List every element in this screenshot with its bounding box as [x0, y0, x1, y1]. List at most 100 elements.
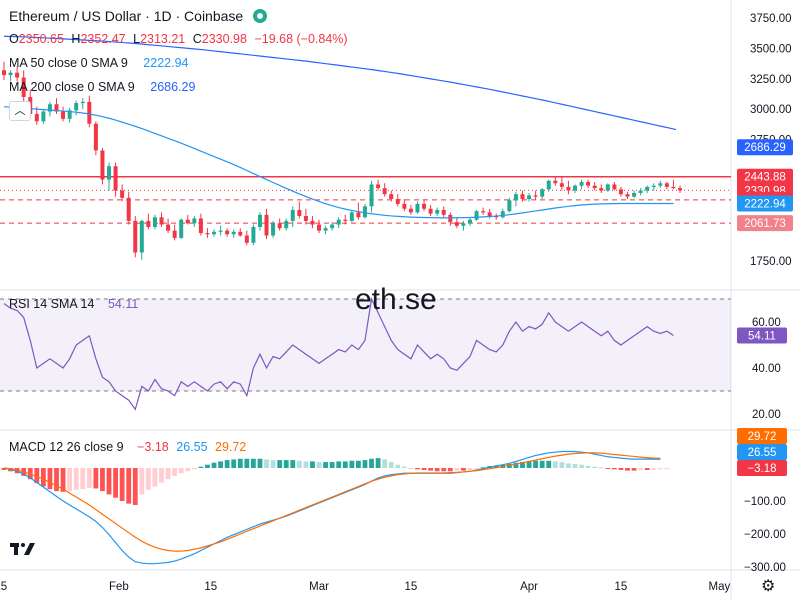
- settings-gear-icon[interactable]: ⚙: [761, 578, 776, 595]
- candle-body: [172, 230, 177, 238]
- candle-body: [100, 150, 105, 180]
- macd-histogram-bar: [145, 468, 151, 490]
- macd-histogram-bar: [119, 468, 125, 501]
- macd-histogram-bar: [100, 468, 105, 492]
- macd-histogram-bar: [218, 461, 223, 468]
- candle-body: [382, 188, 387, 195]
- price-axis-badge-text: 2061.73: [744, 218, 786, 230]
- macd-histogram-bar: [54, 468, 59, 492]
- tradingview-logo-icon[interactable]: [10, 541, 40, 561]
- candle-body: [612, 184, 617, 190]
- candle-body: [133, 220, 138, 253]
- macd-histogram-bar: [592, 466, 598, 468]
- candle-body: [376, 184, 381, 189]
- macd-histogram-bar: [408, 468, 414, 469]
- macd-histogram-bar: [93, 468, 99, 489]
- ma50-label: MA 50 close 0 SMA 9: [9, 56, 128, 70]
- macd-histogram-bar: [126, 468, 132, 504]
- price-tick-label: 3500.00: [750, 43, 792, 55]
- candle-body: [336, 219, 341, 225]
- candle-body: [159, 217, 164, 225]
- time-tick-label: Feb: [109, 581, 129, 593]
- macd-histogram-bar: [566, 463, 571, 468]
- price-tick-label: 3750.00: [750, 13, 792, 25]
- macd-histogram-bar: [106, 468, 112, 495]
- macd-histogram-bar: [605, 468, 611, 469]
- macd-histogram-bar: [625, 468, 630, 471]
- ma50-legend[interactable]: MA 50 close 0 SMA 9 2222.94: [9, 55, 192, 71]
- close-value: 2330.98: [201, 32, 247, 46]
- macd-histogram-bar: [552, 461, 558, 468]
- candle-body: [15, 72, 20, 78]
- macd-histogram-bar: [264, 459, 269, 468]
- price-axis-badge-bg: [737, 168, 793, 185]
- macd-histogram-bar: [644, 468, 650, 470]
- candle-body: [632, 192, 637, 197]
- price-axis-badge-text: 2686.29: [744, 142, 786, 154]
- macd-axis-badge-bg: [737, 460, 787, 476]
- candle-body: [645, 186, 650, 191]
- candle-body: [605, 184, 610, 191]
- macd-histogram-bar: [506, 464, 512, 468]
- candle-body: [500, 211, 505, 218]
- macd-histogram-bar: [283, 460, 289, 468]
- time-tick-label: 15: [0, 581, 7, 593]
- candle-body: [47, 104, 52, 112]
- candle-body: [198, 218, 203, 234]
- macd-histogram-bar: [277, 460, 283, 468]
- macd-tick-label: −100.00: [744, 496, 786, 508]
- candle-body: [54, 104, 59, 112]
- candle-body: [540, 189, 545, 197]
- candle-body: [454, 222, 459, 226]
- price-axis-badge-bg: [737, 139, 793, 156]
- candle-body: [297, 209, 302, 217]
- candle-body: [21, 77, 26, 97]
- ma200-legend[interactable]: MA 200 close 0 SMA 9 2686.29: [9, 79, 199, 95]
- time-tick-label: 15: [405, 581, 418, 593]
- collapse-legend-button[interactable]: ︿: [9, 101, 31, 121]
- price-axis-badge: 2443.88: [737, 168, 793, 185]
- macd-histogram-bar: [441, 468, 447, 472]
- macd-histogram-bar: [231, 459, 237, 468]
- time-tick-label: May: [709, 581, 731, 593]
- candle-body: [323, 228, 328, 231]
- rsi-tick-label: 40.00: [752, 363, 781, 375]
- price-axis-badge-bg: [737, 195, 793, 212]
- macd-histogram-bar: [323, 462, 328, 468]
- macd-histogram-bar: [447, 468, 453, 472]
- candle-body: [284, 220, 289, 229]
- price-tick-label: 3000.00: [750, 104, 792, 116]
- macd-histogram-bar: [34, 468, 40, 484]
- rsi-legend[interactable]: RSI 14 SMA 14 54.11: [9, 296, 142, 312]
- macd-histogram-bar: [224, 460, 230, 468]
- macd-signal-value: 29.72: [215, 440, 247, 454]
- macd-histogram-bar: [159, 468, 164, 483]
- macd-histogram-bar: [520, 462, 525, 468]
- candle-body: [592, 185, 597, 189]
- macd-histogram-bar: [638, 468, 644, 470]
- candle-body: [2, 70, 6, 76]
- macd-histogram-bar: [415, 468, 420, 470]
- macd-histogram-bar: [585, 466, 591, 468]
- time-tick-label: Apr: [520, 581, 538, 593]
- candle-body: [343, 219, 348, 221]
- symbol-title-row[interactable]: Ethereum / US Dollar · 1D · Coinbase: [9, 8, 271, 24]
- macd-histogram-bar: [493, 465, 499, 468]
- candle-body: [369, 184, 374, 207]
- candle-body: [80, 101, 85, 104]
- candle-body: [415, 203, 420, 213]
- candle-body: [625, 194, 630, 197]
- candle-body: [349, 212, 354, 221]
- macd-histogram-bar: [533, 460, 539, 468]
- price-axis-badge: 2686.29: [737, 139, 793, 156]
- symbol-title: Ethereum / US Dollar · 1D · Coinbase: [9, 8, 244, 24]
- price-axis-badge: 2061.73: [737, 215, 793, 232]
- time-tick-label: Mar: [309, 581, 329, 593]
- ma200-line: [3, 35, 677, 131]
- ma200-label: MA 200 close 0 SMA 9: [9, 80, 135, 94]
- macd-histogram-bar: [631, 468, 637, 471]
- candle-body: [402, 203, 407, 209]
- candle-body: [356, 212, 361, 218]
- macd-legend[interactable]: MACD 12 26 close 9 −3.18 26.55 29.72: [9, 439, 250, 455]
